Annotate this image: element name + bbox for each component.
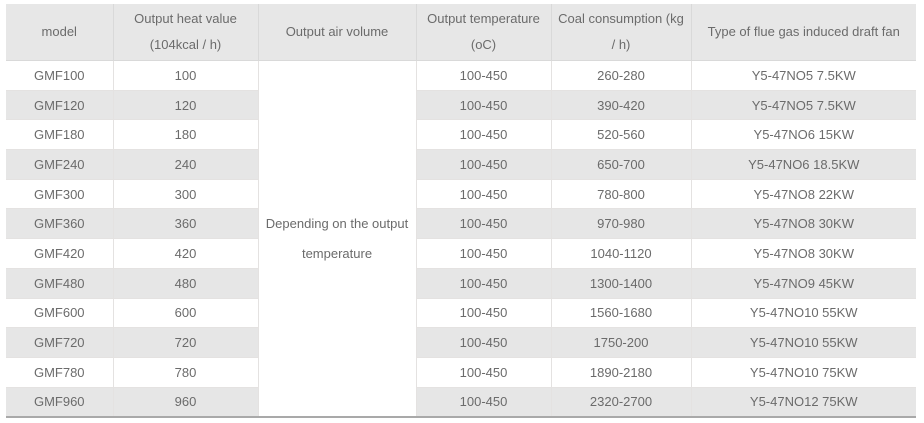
- header-heat-value-unit: (104kcal / h): [149, 37, 222, 52]
- cell-heat: 960: [112, 386, 259, 418]
- table-row: GMF100 100 Depending on the output tempe…: [6, 60, 916, 418]
- header-temperature: Output temperature (oC): [415, 4, 552, 61]
- cell-air-volume-merged: Depending on the output temperature: [257, 60, 417, 418]
- header-temperature-unit: (oC): [470, 37, 497, 52]
- cell-model: GMF300: [6, 178, 114, 210]
- cell-fan: Y5-47NO10 55KW: [690, 327, 916, 358]
- cell-heat: 720: [112, 327, 259, 358]
- header-coal-consumption: Coal consumption (kg / h): [550, 4, 692, 61]
- table-row: GMF720 720 100-450 1750-200 Y5-47NO10 55…: [6, 327, 916, 358]
- air-volume-note-line2: temperature: [301, 245, 373, 261]
- cell-temp: 100-450: [415, 386, 552, 418]
- cell-fan: Y5-47NO9 45KW: [690, 267, 916, 299]
- cell-temp: 100-450: [415, 119, 552, 151]
- cell-coal: 1300-1400: [550, 267, 692, 299]
- cell-heat: 420: [112, 238, 259, 269]
- cell-fan: Y5-47NO12 75KW: [690, 386, 916, 418]
- cell-coal: 650-700: [550, 149, 692, 180]
- cell-temp: 100-450: [415, 238, 552, 269]
- header-air-volume-label: Output air volume: [285, 24, 389, 39]
- cell-temp: 100-450: [415, 60, 552, 91]
- cell-heat: 780: [112, 356, 259, 388]
- table-row: GMF420 420 100-450 1040-1120 Y5-47NO8 30…: [6, 238, 916, 269]
- cell-temp: 100-450: [415, 208, 552, 240]
- cell-model: GMF100: [6, 60, 114, 91]
- table-row: GMF300 300 100-450 780-800 Y5-47NO8 22KW: [6, 178, 916, 210]
- cell-fan: Y5-47NO6 15KW: [690, 119, 916, 151]
- cell-coal: 1560-1680: [550, 297, 692, 329]
- cell-coal: 970-980: [550, 208, 692, 240]
- boiler-spec-table: model Output heat value (104kcal / h) Ou…: [6, 4, 916, 419]
- table-row: GMF600 600 100-450 1560-1680 Y5-47NO10 5…: [6, 297, 916, 329]
- table-body: GMF100 100 Depending on the output tempe…: [6, 60, 916, 418]
- cell-coal: 1750-200: [550, 327, 692, 358]
- cell-fan: Y5-47NO5 7.5KW: [690, 89, 916, 121]
- cell-coal: 780-800: [550, 178, 692, 210]
- cell-fan: Y5-47NO10 75KW: [690, 356, 916, 388]
- cell-temp: 100-450: [415, 356, 552, 388]
- cell-fan: Y5-47NO8 22KW: [690, 178, 916, 210]
- cell-model: GMF480: [6, 267, 114, 299]
- cell-fan: Y5-47NO8 30KW: [690, 238, 916, 269]
- cell-coal: 260-280: [550, 60, 692, 91]
- cell-heat: 240: [112, 149, 259, 180]
- cell-temp: 100-450: [415, 89, 552, 121]
- cell-heat: 360: [112, 208, 259, 240]
- cell-coal: 1890-2180: [550, 356, 692, 388]
- air-volume-note-line1: Depending on the output: [265, 215, 409, 231]
- table-row: GMF480 480 100-450 1300-1400 Y5-47NO9 45…: [6, 267, 916, 299]
- table-row: GMF180 180 100-450 520-560 Y5-47NO6 15KW: [6, 119, 916, 151]
- cell-coal: 520-560: [550, 119, 692, 151]
- cell-model: GMF780: [6, 356, 114, 388]
- header-model: model: [6, 4, 114, 61]
- cell-heat: 600: [112, 297, 259, 329]
- cell-heat: 120: [112, 89, 259, 121]
- cell-model: GMF720: [6, 327, 114, 358]
- header-model-label: model: [41, 24, 77, 39]
- header-fan-type-label: Type of flue gas induced draft fan: [707, 24, 900, 39]
- cell-fan: Y5-47NO6 18.5KW: [690, 149, 916, 180]
- header-temperature-label: Output temperature: [427, 11, 540, 26]
- header-coal-consumption-unit: / h): [611, 37, 631, 52]
- cell-heat: 180: [112, 119, 259, 151]
- cell-heat: 100: [112, 60, 259, 91]
- cell-heat: 480: [112, 267, 259, 299]
- cell-model: GMF960: [6, 386, 114, 418]
- cell-temp: 100-450: [415, 297, 552, 329]
- cell-model: GMF120: [6, 89, 114, 121]
- table-row: GMF780 780 100-450 1890-2180 Y5-47NO10 7…: [6, 356, 916, 388]
- cell-model: GMF180: [6, 119, 114, 151]
- cell-temp: 100-450: [415, 149, 552, 180]
- cell-temp: 100-450: [415, 178, 552, 210]
- header-heat-value: Output heat value (104kcal / h): [112, 4, 259, 61]
- cell-model: GMF420: [6, 238, 114, 269]
- cell-temp: 100-450: [415, 267, 552, 299]
- cell-model: GMF360: [6, 208, 114, 240]
- cell-model: GMF240: [6, 149, 114, 180]
- header-row: model Output heat value (104kcal / h) Ou…: [6, 4, 916, 61]
- cell-temp: 100-450: [415, 327, 552, 358]
- cell-coal: 1040-1120: [550, 238, 692, 269]
- header-heat-value-label: Output heat value: [134, 11, 237, 26]
- table-header: model Output heat value (104kcal / h) Ou…: [6, 4, 916, 61]
- cell-coal: 2320-2700: [550, 386, 692, 418]
- cell-fan: Y5-47NO10 55KW: [690, 297, 916, 329]
- cell-model: GMF600: [6, 297, 114, 329]
- table-row: GMF360 360 100-450 970-980 Y5-47NO8 30KW: [6, 208, 916, 240]
- header-coal-consumption-label: Coal consumption (kg: [558, 11, 684, 26]
- table-row: GMF120 120 100-450 390-420 Y5-47NO5 7.5K…: [6, 89, 916, 121]
- header-air-volume: Output air volume: [257, 4, 417, 61]
- table-row: GMF960 960 100-450 2320-2700 Y5-47NO12 7…: [6, 386, 916, 418]
- header-fan-type: Type of flue gas induced draft fan: [690, 4, 916, 61]
- cell-fan: Y5-47NO5 7.5KW: [690, 60, 916, 91]
- table-row: GMF240 240 100-450 650-700 Y5-47NO6 18.5…: [6, 149, 916, 180]
- cell-fan: Y5-47NO8 30KW: [690, 208, 916, 240]
- cell-heat: 300: [112, 178, 259, 210]
- cell-coal: 390-420: [550, 89, 692, 121]
